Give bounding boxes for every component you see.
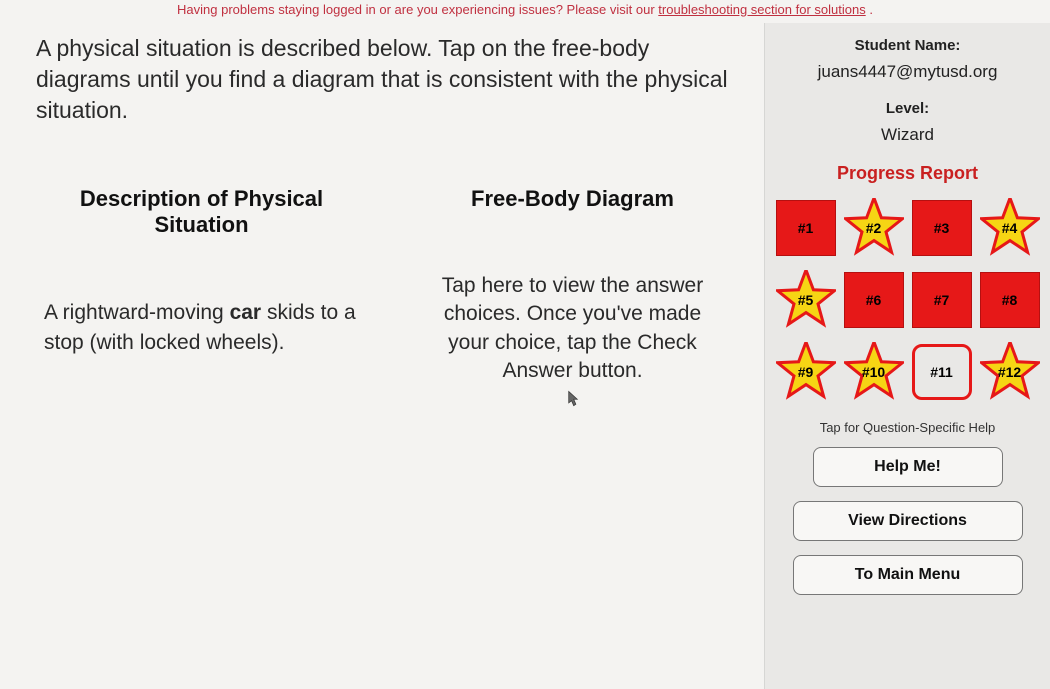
progress-tile-number: #9 — [798, 364, 814, 380]
to-main-menu-button[interactable]: To Main Menu — [793, 555, 1023, 595]
sidebar: Student Name: juans4447@mytusd.org Level… — [764, 23, 1050, 689]
progress-tile-6[interactable]: #6 — [844, 272, 904, 328]
progress-tile-7[interactable]: #7 — [912, 272, 972, 328]
progress-tile-number: #5 — [798, 292, 814, 308]
description-heading: Description of Physical Situation — [36, 186, 367, 238]
diagram-column: Free-Body Diagram Tap here to view the a… — [407, 186, 738, 409]
situation-bold: car — [230, 301, 262, 324]
progress-tile-5[interactable]: #5 — [776, 272, 836, 328]
progress-tile-8[interactable]: #8 — [980, 272, 1040, 328]
progress-tile-3[interactable]: #3 — [912, 200, 972, 256]
progress-tile-number: #3 — [934, 220, 950, 236]
top-banner: Having problems staying logged in or are… — [0, 0, 1050, 23]
level-value: Wizard — [777, 125, 1038, 145]
progress-tile-2[interactable]: #2 — [844, 200, 904, 256]
tap-prompt[interactable]: Tap here to view the answer choices. Onc… — [407, 272, 738, 385]
description-column: Description of Physical Situation A righ… — [36, 186, 367, 409]
troubleshooting-link[interactable]: troubleshooting section for solutions — [658, 2, 865, 17]
situation-text: A rightward-moving car skids to a stop (… — [36, 298, 367, 357]
help-me-button[interactable]: Help Me! — [813, 447, 1003, 487]
situation-pre: A rightward-moving — [44, 301, 230, 324]
progress-grid: #1 #2 #3 #4 #5 #6 #7 #8 #9 #10 #11 #12 — [777, 200, 1038, 400]
view-directions-button[interactable]: View Directions — [793, 501, 1023, 541]
progress-tile-number: #7 — [934, 292, 950, 308]
progress-tile-number: #10 — [862, 364, 885, 380]
progress-tile-number: #8 — [1002, 292, 1018, 308]
student-name-value: juans4447@mytusd.org — [777, 62, 1038, 82]
columns: Description of Physical Situation A righ… — [36, 186, 738, 409]
progress-tile-number: #4 — [1002, 220, 1018, 236]
progress-tile-12[interactable]: #12 — [980, 344, 1040, 400]
progress-tile-number: #1 — [798, 220, 814, 236]
layout: A physical situation is described below.… — [0, 23, 1050, 689]
banner-suffix: . — [869, 2, 873, 17]
progress-tile-1[interactable]: #1 — [776, 200, 836, 256]
pointer-cursor-icon — [564, 390, 582, 410]
student-name-label: Student Name: — [777, 37, 1038, 54]
progress-tile-10[interactable]: #10 — [844, 344, 904, 400]
instructions-text: A physical situation is described below.… — [36, 33, 736, 126]
progress-tile-4[interactable]: #4 — [980, 200, 1040, 256]
banner-text: Having problems staying logged in or are… — [177, 2, 658, 17]
progress-tile-number: #11 — [930, 364, 953, 380]
help-hint: Tap for Question-Specific Help — [777, 420, 1038, 435]
progress-tile-number: #6 — [866, 292, 882, 308]
progress-tile-number: #12 — [998, 364, 1021, 380]
progress-report-title: Progress Report — [777, 163, 1038, 184]
level-label: Level: — [777, 100, 1038, 117]
progress-tile-11[interactable]: #11 — [912, 344, 972, 400]
progress-tile-9[interactable]: #9 — [776, 344, 836, 400]
progress-tile-number: #2 — [866, 220, 882, 236]
diagram-heading: Free-Body Diagram — [407, 186, 738, 212]
main-column: A physical situation is described below.… — [0, 23, 764, 689]
